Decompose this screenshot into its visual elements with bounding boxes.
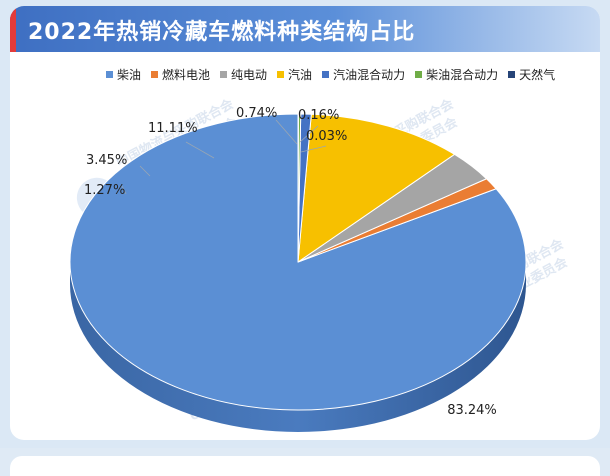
data-label: 1.27% <box>84 183 125 198</box>
data-label: 0.03% <box>306 129 347 144</box>
data-label: 3.45% <box>86 153 127 168</box>
data-label: 11.11% <box>148 121 198 136</box>
data-label: 83.24% <box>447 403 497 418</box>
data-label: 0.74% <box>236 106 277 121</box>
data-label: 0.16% <box>298 108 339 123</box>
next-card-edge <box>10 456 600 476</box>
pie-top-layer <box>70 114 526 410</box>
